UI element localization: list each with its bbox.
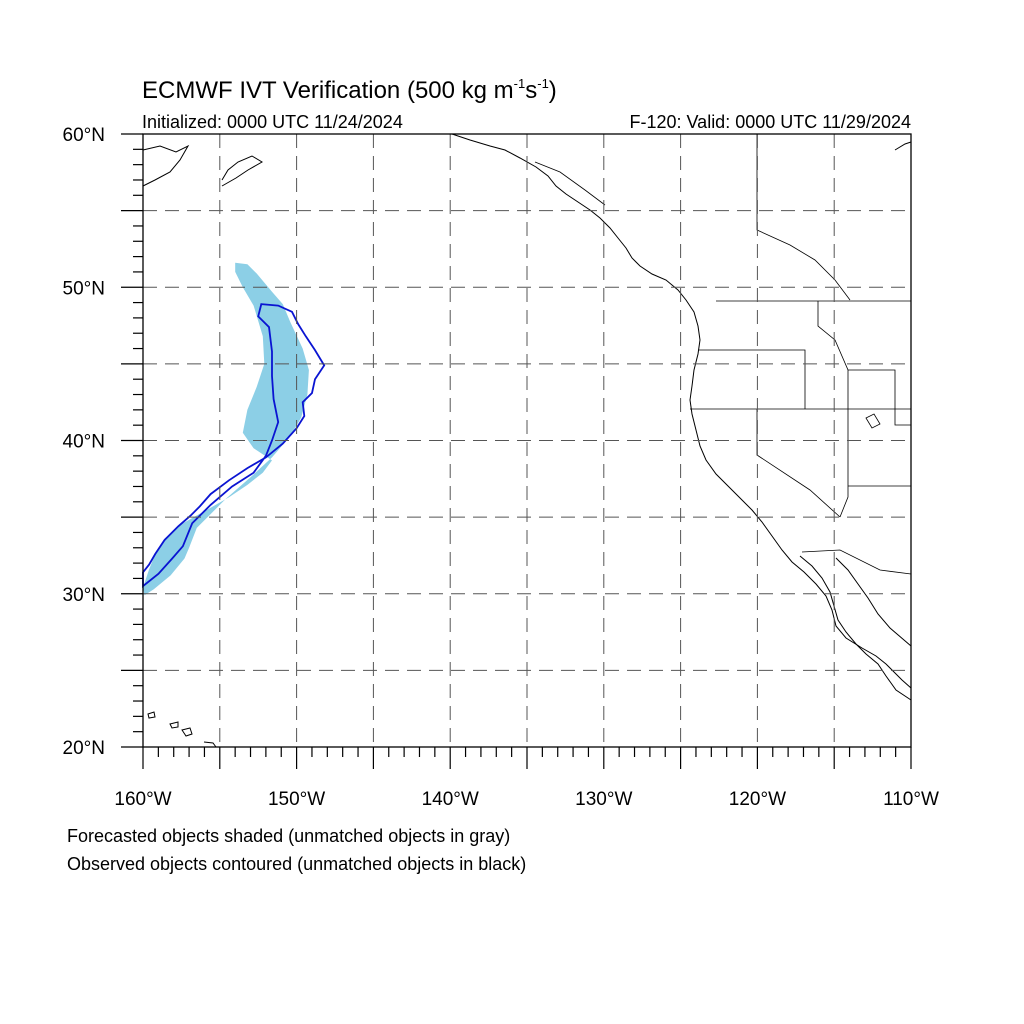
hudson-inlet — [894, 141, 912, 151]
map-gridlines — [143, 134, 911, 747]
lat-label: 60°N — [63, 125, 105, 146]
hawaiian-islands — [147, 711, 217, 748]
gulf-of-california — [835, 557, 912, 647]
lat-label: 30°N — [63, 585, 105, 606]
kauai-outline — [147, 711, 156, 719]
coastlines — [142, 133, 912, 701]
nv-az-border — [839, 409, 849, 518]
map-title: ECMWF IVT Verification (500 kg m-1s-1) — [142, 76, 557, 104]
big-island-outline — [203, 741, 217, 748]
us-mexico-border — [801, 549, 912, 575]
north-america-coastline — [451, 133, 912, 689]
lat-label: 20°N — [63, 738, 105, 759]
lat-axis-labels: 60°N 50°N 40°N 30°N 20°N — [63, 125, 105, 759]
valid-time: F-120: Valid: 0000 UTC 11/29/2024 — [629, 112, 911, 132]
id-mt-border — [817, 301, 849, 409]
lat-label: 40°N — [63, 432, 105, 453]
or-wa-border — [698, 349, 806, 409]
forecast-object-shaded — [143, 262, 309, 596]
lon-label: 160°W — [114, 789, 171, 810]
observed-note: Observed objects contoured (unmatched ob… — [67, 854, 526, 874]
map-panel — [121, 133, 912, 769]
baja-peninsula — [799, 555, 912, 701]
lon-label: 130°W — [575, 789, 632, 810]
lat-label: 50°N — [63, 278, 105, 299]
forecast-note: Forecasted objects shaded (unmatched obj… — [67, 826, 510, 846]
alaska-coastline — [142, 144, 190, 187]
alaska-canada-border — [534, 161, 606, 206]
observed-object-contour — [142, 303, 326, 588]
lon-label: 150°W — [268, 789, 325, 810]
maui-outline — [181, 727, 193, 737]
initialized-time: Initialized: 0000 UTC 11/24/2024 — [142, 112, 403, 132]
oahu-outline — [169, 721, 179, 729]
mt-wy-border — [848, 369, 911, 426]
lon-label: 140°W — [422, 789, 479, 810]
great-salt-lake — [865, 413, 881, 429]
lon-axis-labels: 160°W 150°W 140°W 130°W 120°W 110°W — [114, 789, 939, 810]
lon-label: 110°W — [883, 789, 939, 810]
alaska-peninsula — [221, 155, 263, 187]
lon-label: 120°W — [729, 789, 786, 810]
axis-ticks — [121, 133, 912, 769]
